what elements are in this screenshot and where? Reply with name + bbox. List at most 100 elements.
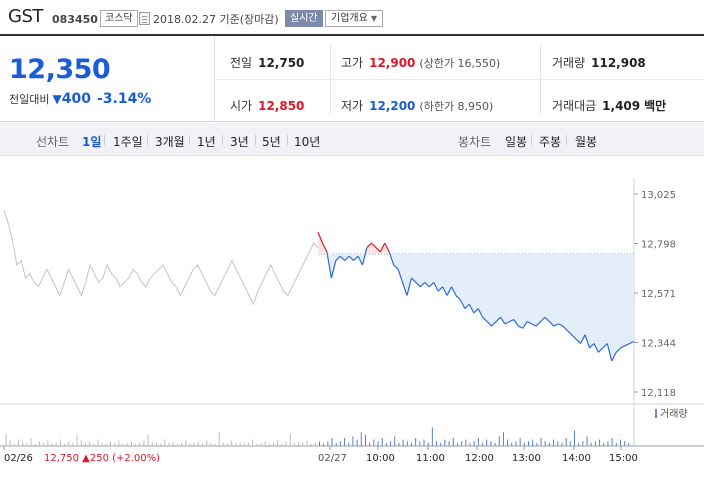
- price-chart-svg: 13,025 12,798 12,571 12,344 12,118 거래량 02/26 02…: [0, 178, 704, 464]
- separator: [189, 135, 190, 145]
- today-line-segment: [540, 316, 546, 323]
- candle-chart-label: 봉차트: [458, 135, 492, 149]
- price-chart[interactable]: 13,025 12,798 12,571 12,344 12,118 거래량 02/26 02…: [0, 156, 704, 486]
- candle-monthly[interactable]: 월봉: [575, 135, 598, 149]
- today-line-segment: [330, 260, 337, 279]
- y-tick-label: 12,571: [641, 289, 676, 300]
- today-line-segment: [397, 269, 404, 283]
- high-value: 12,900: [369, 56, 416, 70]
- separator: [222, 135, 223, 145]
- separator: [531, 135, 532, 145]
- stock-header: GST 083450 코스닥 2018.02.27 기준(장마감) 실시간 기업…: [0, 0, 704, 32]
- today-line-segment: [553, 323, 559, 327]
- prev-close-value: 12,750: [258, 56, 305, 70]
- upper-limit: (상한가 16,550): [419, 57, 501, 70]
- today-line-segment: [566, 330, 573, 336]
- candle-weekly[interactable]: 주봉: [539, 135, 562, 149]
- today-line-segment: [526, 321, 532, 325]
- volume-value: 112,908: [591, 56, 646, 70]
- today-line-segment: [522, 321, 528, 329]
- today-line-segment: [513, 319, 519, 327]
- realtime-button[interactable]: 실시간: [285, 10, 323, 27]
- x-tick-label: 13:00: [512, 453, 541, 464]
- today-line-segment: [486, 321, 492, 327]
- today-line-segment: [393, 264, 399, 270]
- period-1y[interactable]: 1년: [197, 135, 216, 149]
- date-text: 2018.02.27 기준(장마감): [153, 13, 279, 26]
- today-line-segment: [535, 321, 541, 327]
- today-line-segment: [357, 255, 364, 266]
- y-tick-label: 12,344: [641, 339, 676, 350]
- today-line-segment: [544, 316, 550, 323]
- today-line-segment: [379, 242, 386, 253]
- today-line-segment: [584, 334, 591, 349]
- today-line-segment: [504, 321, 510, 325]
- low-cell: 저가 12,200 (하한가 8,950): [341, 97, 493, 114]
- amount-value: 1,409: [602, 99, 641, 113]
- amount-cell: 거래대금 1,409 백만: [552, 97, 666, 114]
- column-divider: [330, 44, 331, 114]
- volume-cell: 거래량 112,908: [552, 54, 646, 71]
- period-5y[interactable]: 5년: [262, 135, 281, 149]
- today-line-segment: [518, 325, 523, 329]
- document-icon: [139, 12, 150, 25]
- row-divider: [215, 79, 704, 80]
- period-3m[interactable]: 3개월: [155, 135, 185, 149]
- low-label: 저가: [341, 99, 364, 113]
- today-line-segment: [450, 286, 457, 296]
- separator: [255, 135, 256, 145]
- today-line-segment: [317, 231, 324, 244]
- line-chart-label: 선차트: [36, 135, 70, 149]
- today-line-segment: [629, 340, 635, 345]
- amount-label: 거래대금: [552, 99, 597, 113]
- period-bar: 선차트 1일 1주일 3개월 1년 3년 5년 10년 봉차트 일봉 주봉 월봉: [0, 123, 704, 156]
- today-line-segment: [455, 295, 461, 301]
- high-label: 고가: [341, 56, 364, 70]
- today-line-segment: [468, 303, 475, 314]
- today-line-segment: [482, 316, 488, 323]
- high-cell: 고가 12,900 (상한가 16,550): [341, 54, 500, 71]
- today-line-segment: [375, 247, 381, 253]
- period-10y[interactable]: 10년: [294, 135, 321, 149]
- current-price: 12,350: [9, 54, 111, 85]
- today-line-segment: [437, 286, 444, 292]
- column-divider: [540, 44, 541, 114]
- prev-day-note: 12,750 ▲250 (+2.00%): [44, 453, 160, 464]
- today-line-segment: [615, 347, 622, 353]
- open-label: 시가: [230, 99, 253, 113]
- today-line-segment: [558, 323, 564, 327]
- candle-daily[interactable]: 일봉: [505, 135, 528, 149]
- today-line-segment: [509, 318, 515, 323]
- open-cell: 시가 12,850: [230, 97, 304, 114]
- separator: [566, 135, 567, 145]
- low-value: 12,200: [369, 99, 416, 113]
- today-line-segment: [406, 277, 413, 296]
- today-line-segment: [424, 281, 430, 288]
- today-line-segment: [353, 255, 359, 262]
- separator: [147, 135, 148, 145]
- today-line-segment: [491, 321, 497, 327]
- today-line-segment: [531, 323, 537, 327]
- today-line-segment: [459, 299, 466, 309]
- company-overview-button[interactable]: 기업개요 ▼: [325, 10, 383, 27]
- y-tick-label: 12,118: [641, 388, 676, 399]
- x-tick-label: 12:00: [465, 453, 494, 464]
- amount-unit: 백만: [644, 99, 667, 113]
- volume-legend-swatch: [655, 409, 657, 418]
- stock-name: GST: [8, 6, 43, 27]
- today-line-segment: [473, 308, 479, 314]
- x-tick-label: 02/27: [318, 453, 347, 464]
- today-line-segment: [370, 242, 377, 248]
- today-line-segment: [477, 308, 484, 318]
- period-3y[interactable]: 3년: [230, 135, 249, 149]
- chevron-down-icon: ▼: [370, 14, 377, 23]
- market-badge: 코스닥: [100, 10, 138, 27]
- today-line-segment: [562, 325, 568, 331]
- x-tick-label: 11:00: [416, 453, 445, 464]
- period-1w[interactable]: 1주일: [113, 135, 143, 149]
- volume-label: 거래량: [552, 56, 586, 70]
- period-1d[interactable]: 1일: [82, 135, 102, 149]
- today-line-segment: [335, 255, 341, 262]
- today-line-segment: [388, 251, 395, 266]
- x-tick-label: 02/26: [4, 453, 33, 464]
